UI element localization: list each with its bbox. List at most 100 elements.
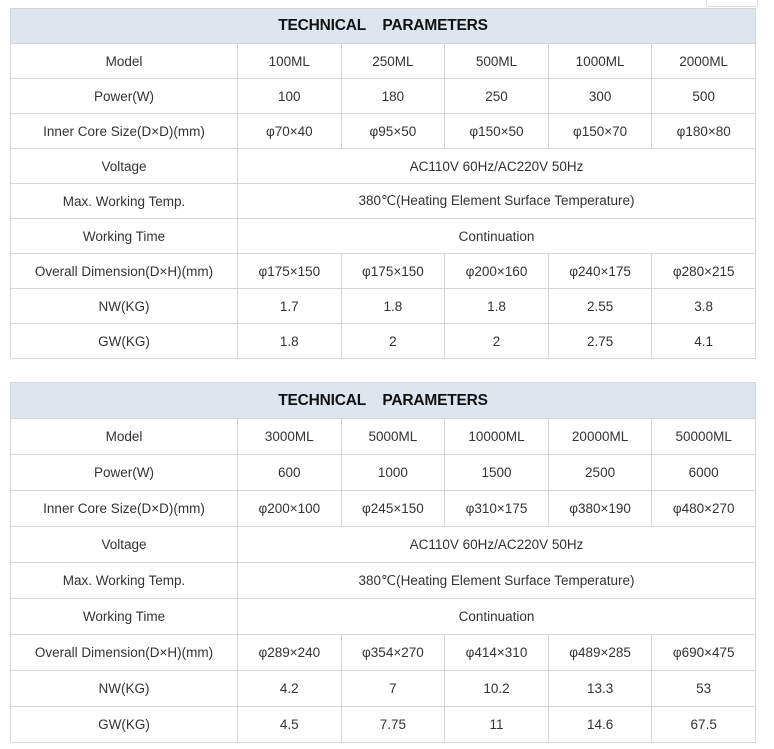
row-label: Model — [10, 418, 238, 455]
value-cell: 14.6 — [547, 706, 653, 743]
value-cell: φ354×270 — [340, 634, 446, 671]
merged-value-cell: 380℃(Heating Element Surface Temperature… — [237, 562, 756, 599]
row-label: Inner Core Size(D×D)(mm) — [10, 490, 238, 527]
row-label: Max. Working Temp. — [10, 183, 238, 219]
value-cell: φ175×150 — [237, 253, 342, 289]
table-row: NW(KG) 4.2 7 10.2 13.3 53 — [10, 670, 756, 707]
table-row: GW(KG) 1.8 2 2 2.75 4.1 — [10, 323, 756, 359]
merged-value-cell: AC110V 60Hz/AC220V 50Hz — [237, 526, 756, 563]
value-cell: 4.2 — [237, 670, 342, 707]
value-cell: 53 — [651, 670, 756, 707]
table-row: Overall Dimension(D×H)(mm) φ289×240 φ354×2… — [10, 634, 756, 671]
row-label: Overall Dimension(D×H)(mm) — [10, 634, 238, 671]
value-cell: 20000ML — [547, 418, 653, 455]
value-cell: φ95×50 — [340, 113, 446, 149]
row-label: Model — [10, 43, 238, 79]
value-cell: φ380×190 — [547, 490, 653, 527]
value-cell: 1500 — [444, 454, 549, 491]
value-cell: 4.1 — [651, 323, 756, 359]
value-cell: 1.8 — [444, 288, 549, 324]
value-cell: φ280×215 — [651, 253, 756, 289]
value-cell: 2000ML — [651, 43, 756, 79]
table-row: Model 3000ML 5000ML 10000ML 20000ML 50000ML — [10, 418, 756, 455]
row-label: Voltage — [10, 526, 238, 563]
value-cell: φ150×70 — [547, 113, 653, 149]
technical-parameters-table-2: TECHNICAL PARAMETERS Model 3000ML 5000ML 100… — [10, 382, 756, 743]
table-row: GW(KG) 4.5 7.75 11 14.6 67.5 — [10, 706, 756, 743]
value-cell: 1.7 — [237, 288, 342, 324]
value-cell: 100ML — [237, 43, 342, 79]
value-cell: 3.8 — [651, 288, 756, 324]
table-row: Inner Core Size(D×D)(mm) φ70×40 φ95×50 φ150… — [10, 113, 756, 149]
table-row: Power(W) 100 180 250 300 500 — [10, 78, 756, 114]
value-cell: 6000 — [651, 454, 756, 491]
row-label: Working Time — [10, 598, 238, 635]
value-cell: 250 — [444, 78, 549, 114]
value-cell: φ200×160 — [444, 253, 549, 289]
merged-value-cell: AC110V 60Hz/AC220V 50Hz — [237, 148, 756, 184]
table-title: TECHNICAL PARAMETERS — [10, 382, 756, 419]
value-cell: 250ML — [340, 43, 446, 79]
row-label: NW(KG) — [10, 670, 238, 707]
row-label: Power(W) — [10, 454, 238, 491]
value-cell: 500ML — [444, 43, 549, 79]
table-row: Voltage AC110V 60Hz/AC220V 50Hz — [10, 148, 756, 184]
value-cell: 4.5 — [237, 706, 342, 743]
table-row: Working Time Continuation — [10, 218, 756, 254]
value-cell: φ245×150 — [340, 490, 446, 527]
table-row: Max. Working Temp. 380℃(Heating Element S… — [10, 562, 756, 599]
value-cell: 7 — [340, 670, 446, 707]
value-cell: 100 — [237, 78, 342, 114]
row-label: GW(KG) — [10, 706, 238, 743]
top-right-button[interactable] — [706, 0, 758, 7]
table-row: Overall Dimension(D×H)(mm) φ175×150 φ175×1… — [10, 253, 756, 289]
value-cell: 5000ML — [340, 418, 446, 455]
value-cell: 3000ML — [237, 418, 342, 455]
value-cell: φ70×40 — [237, 113, 342, 149]
table-title: TECHNICAL PARAMETERS — [10, 8, 756, 44]
value-cell: 1.8 — [340, 288, 446, 324]
value-cell: φ180×80 — [651, 113, 756, 149]
value-cell: 600 — [237, 454, 342, 491]
value-cell: φ175×150 — [340, 253, 446, 289]
table-row: Model 100ML 250ML 500ML 1000ML 2000ML — [10, 43, 756, 79]
value-cell: 67.5 — [651, 706, 756, 743]
value-cell: 300 — [547, 78, 653, 114]
value-cell: 13.3 — [547, 670, 653, 707]
table-row: Working Time Continuation — [10, 598, 756, 635]
technical-parameters-table-1: TECHNICAL PARAMETERS Model 100ML 250ML 500ML… — [10, 8, 756, 359]
value-cell: φ480×270 — [651, 490, 756, 527]
row-label: Power(W) — [10, 78, 238, 114]
row-label: Max. Working Temp. — [10, 562, 238, 599]
value-cell: 2.55 — [547, 288, 653, 324]
value-cell: 10.2 — [444, 670, 549, 707]
value-cell: 11 — [444, 706, 549, 743]
value-cell: 180 — [340, 78, 446, 114]
value-cell: 2.75 — [547, 323, 653, 359]
value-cell: φ690×475 — [651, 634, 756, 671]
row-label: Working Time — [10, 218, 238, 254]
value-cell: 7.75 — [340, 706, 446, 743]
value-cell: 2 — [444, 323, 549, 359]
row-label: Voltage — [10, 148, 238, 184]
value-cell: φ200×100 — [237, 490, 342, 527]
table-row: Inner Core Size(D×D)(mm) φ200×100 φ245×150… — [10, 490, 756, 527]
value-cell: φ150×50 — [444, 113, 549, 149]
value-cell: 2 — [340, 323, 446, 359]
table-row: Voltage AC110V 60Hz/AC220V 50Hz — [10, 526, 756, 563]
value-cell: φ489×285 — [547, 634, 653, 671]
table-row: Max. Working Temp. 380℃(Heating Element S… — [10, 183, 756, 219]
value-cell: 1000ML — [547, 43, 653, 79]
row-label: GW(KG) — [10, 323, 238, 359]
value-cell: φ310×175 — [444, 490, 549, 527]
merged-value-cell: Continuation — [237, 598, 756, 635]
value-cell: 1.8 — [237, 323, 342, 359]
value-cell: 2500 — [547, 454, 653, 491]
value-cell: 50000ML — [651, 418, 756, 455]
merged-value-cell: Continuation — [237, 218, 756, 254]
table-row: NW(KG) 1.7 1.8 1.8 2.55 3.8 — [10, 288, 756, 324]
row-label: Overall Dimension(D×H)(mm) — [10, 253, 238, 289]
value-cell: 1000 — [340, 454, 446, 491]
value-cell: φ289×240 — [237, 634, 342, 671]
value-cell: 500 — [651, 78, 756, 114]
